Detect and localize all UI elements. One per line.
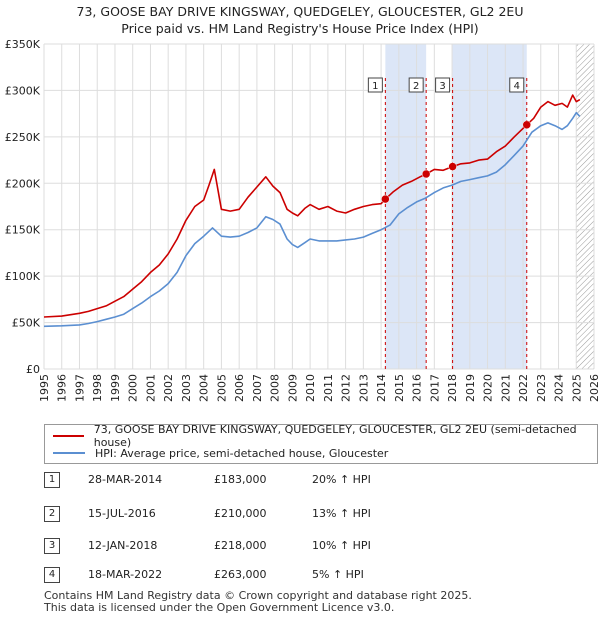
- sale-number-box: [367, 77, 383, 93]
- sale-price: £218,000: [214, 539, 267, 552]
- y-tick-label: £0: [26, 363, 40, 376]
- x-tick-label: 2009: [286, 374, 299, 402]
- sale-number-box: [509, 77, 525, 93]
- x-tick-label: 2017: [428, 374, 441, 402]
- sale-point: [421, 169, 431, 179]
- legend-hpi-label: HPI: Average price, semi-detached house,…: [95, 446, 389, 460]
- sale-number-badge: 3: [44, 538, 60, 554]
- x-tick-label: 2018: [446, 374, 459, 402]
- sale-number-label: 4: [514, 81, 520, 92]
- title-line-2: Price paid vs. HM Land Registry's House …: [121, 21, 479, 36]
- x-tick-label: 2001: [144, 374, 157, 402]
- x-tick-label: 1998: [91, 374, 104, 402]
- x-tick-label: 1999: [109, 374, 122, 402]
- x-tick-label: 1995: [38, 374, 51, 402]
- x-tick-label: 1997: [73, 374, 86, 402]
- sale-number-badge: 1: [44, 472, 60, 488]
- y-tick-label: £150K: [5, 224, 41, 237]
- sale-point: [522, 120, 532, 130]
- x-tick-label: 2006: [233, 374, 246, 402]
- forecast-hatch: [576, 44, 594, 369]
- sale-number-badge: 2: [44, 506, 60, 522]
- sale-hpi-diff: 10% ↑ HPI: [312, 539, 371, 552]
- x-tick-label: 2010: [304, 374, 317, 402]
- x-tick-label: 2012: [340, 374, 353, 402]
- x-tick-label: 2011: [322, 374, 335, 402]
- x-tick-label: 2007: [251, 374, 264, 402]
- sale-hpi-diff: 13% ↑ HPI: [312, 507, 371, 520]
- sale-price: £263,000: [214, 568, 267, 581]
- x-tick-label: 2002: [162, 374, 175, 402]
- y-tick-label: £250K: [5, 131, 41, 144]
- y-tick-label: £300K: [5, 84, 41, 97]
- sale-hpi-diff: 5% ↑ HPI: [312, 568, 364, 581]
- footer-line-1: Contains HM Land Registry data © Crown c…: [44, 589, 472, 602]
- x-tick-label: 2025: [570, 374, 583, 402]
- x-tick-label: 2020: [482, 374, 495, 402]
- sale-row: 3 12-JAN-2018 £218,000 10% ↑ HPI: [44, 538, 600, 556]
- y-tick-label: £50K: [12, 317, 41, 330]
- y-tick-label: £350K: [5, 38, 41, 51]
- sale-number-badge: 4: [44, 567, 60, 583]
- x-tick-label: 2005: [215, 374, 228, 402]
- chart-title: 73, GOOSE BAY DRIVE KINGSWAY, QUEDGELEY,…: [0, 3, 600, 37]
- x-tick-label: 2000: [127, 374, 140, 402]
- sale-number-label: 1: [372, 81, 378, 92]
- x-tick-label: 2014: [375, 374, 388, 402]
- footer-line-2: This data is licensed under the Open Gov…: [44, 601, 395, 614]
- sale-row: 1 28-MAR-2014 £183,000 20% ↑ HPI: [44, 472, 600, 490]
- sale-period-shade: [452, 44, 527, 369]
- footer: Contains HM Land Registry data © Crown c…: [44, 590, 472, 614]
- x-tick-label: 2015: [393, 374, 406, 402]
- x-tick-label: 2016: [411, 374, 424, 402]
- hpi-line: [43, 111, 581, 328]
- x-tick-label: 2019: [464, 374, 477, 402]
- sale-date: 28-MAR-2014: [88, 473, 163, 486]
- sale-point: [448, 162, 457, 171]
- title-line-1: 73, GOOSE BAY DRIVE KINGSWAY, QUEDGELEY,…: [76, 4, 524, 19]
- sale-date: 18-MAR-2022: [88, 568, 163, 581]
- sale-point: [381, 194, 390, 204]
- sale-number-label: 3: [439, 81, 445, 92]
- sale-row: 2 15-JUL-2016 £210,000 13% ↑ HPI: [44, 506, 600, 524]
- x-tick-label: 2023: [535, 374, 548, 402]
- hpi-line-swatch: [53, 452, 85, 454]
- property-line-swatch: [53, 435, 84, 437]
- sale-number-box: [435, 77, 451, 93]
- x-tick-label: 2004: [198, 374, 211, 402]
- legend-property-label: 73, GOOSE BAY DRIVE KINGSWAY, QUEDGELEY,…: [93, 423, 577, 449]
- sale-date: 12-JAN-2018: [88, 539, 158, 552]
- sale-price: £183,000: [214, 473, 267, 486]
- property-price-line: [43, 94, 581, 318]
- sale-hpi-diff: 20% ↑ HPI: [312, 473, 371, 486]
- legend-item-property: 73, GOOSE BAY DRIVE KINGSWAY, QUEDGELEY,…: [53, 423, 597, 449]
- x-tick-label: 2021: [499, 374, 512, 402]
- x-tick-label: 2024: [553, 374, 566, 402]
- x-tick-label: 2013: [357, 374, 370, 402]
- sale-date: 15-JUL-2016: [88, 507, 156, 520]
- x-tick-label: 2008: [269, 374, 282, 402]
- legend-item-hpi: HPI: Average price, semi-detached house,…: [53, 445, 388, 461]
- x-tick-label: 1996: [56, 374, 69, 402]
- sale-number-box: [408, 77, 424, 93]
- sale-price: £210,000: [214, 507, 267, 520]
- x-tick-label: 2026: [588, 374, 600, 402]
- x-tick-label: 2003: [180, 374, 193, 402]
- y-tick-label: £100K: [5, 270, 41, 283]
- sale-number-label: 2: [413, 81, 419, 92]
- sale-period-shade: [385, 44, 427, 369]
- x-tick-label: 2022: [517, 374, 530, 402]
- y-tick-label: £200K: [5, 177, 41, 190]
- price-chart: £0 £50K £100K £150K £200K £250K £300K £350K 1995…: [5, 38, 600, 402]
- legend: 73, GOOSE BAY DRIVE KINGSWAY, QUEDGELEY,…: [44, 423, 598, 464]
- sale-row: 4 18-MAR-2022 £263,000 5% ↑ HPI: [44, 567, 600, 585]
